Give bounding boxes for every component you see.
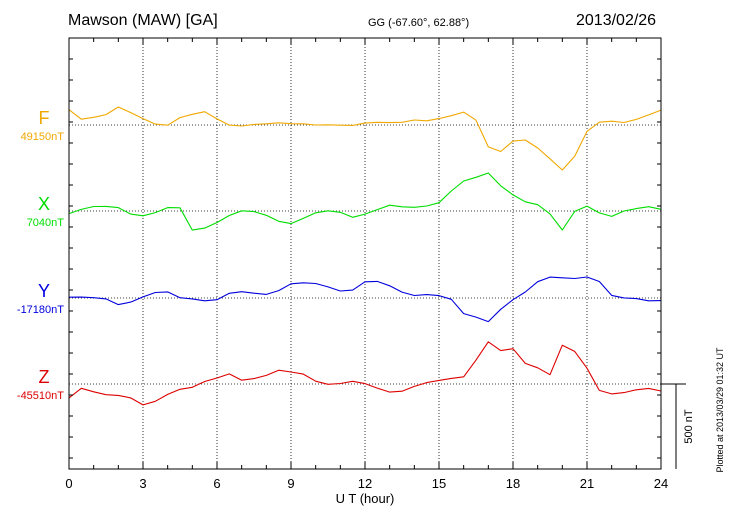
label-layer: 0 3 6 9 12 15 18 21 24 F 49150nT X 7040nT Y -17180nT Z -… <box>17 108 668 491</box>
series-baseline-Z: -45510nT <box>17 390 64 402</box>
series-name-X: X <box>38 194 50 214</box>
series-layer <box>68 106 662 406</box>
x-tick-label-9: 9 <box>287 476 294 491</box>
x-tick-label-21: 21 <box>580 476 594 491</box>
x-tick-label-12: 12 <box>358 476 372 491</box>
scale-bar-label: 500 nT <box>683 409 695 444</box>
series-line-Y <box>68 276 662 323</box>
series-baseline-Y: -17180nT <box>17 304 64 316</box>
grid-layer <box>142 38 588 469</box>
series-name-F: F <box>39 108 50 128</box>
station-title: Mawson (MAW) [GA] <box>68 12 218 29</box>
x-axis-label: U T (hour) <box>336 491 395 506</box>
plot-date: 2013/02/26 <box>576 12 657 29</box>
series-line-Z <box>68 341 662 406</box>
series-baseline-F: 49150nT <box>21 131 65 143</box>
plotted-timestamp: Plotted at 2013/03/29 01:32 UT <box>715 347 725 473</box>
x-tick-label-0: 0 <box>65 476 72 491</box>
x-tick-label-6: 6 <box>213 476 220 491</box>
tick-layer <box>68 38 662 469</box>
series-baseline-X: 7040nT <box>27 217 65 229</box>
series-name-Z: Z <box>39 367 50 387</box>
x-tick-label-15: 15 <box>432 476 446 491</box>
series-name-Y: Y <box>38 281 50 301</box>
series-line-X <box>68 172 662 231</box>
x-tick-label-24: 24 <box>654 476 668 491</box>
series-line-F <box>68 106 662 171</box>
scale-bar: 500 nT <box>661 383 695 469</box>
x-tick-label-18: 18 <box>506 476 520 491</box>
station-coordinates: GG (-67.60°, 62.88°) <box>368 17 470 29</box>
x-tick-label-3: 3 <box>139 476 146 491</box>
